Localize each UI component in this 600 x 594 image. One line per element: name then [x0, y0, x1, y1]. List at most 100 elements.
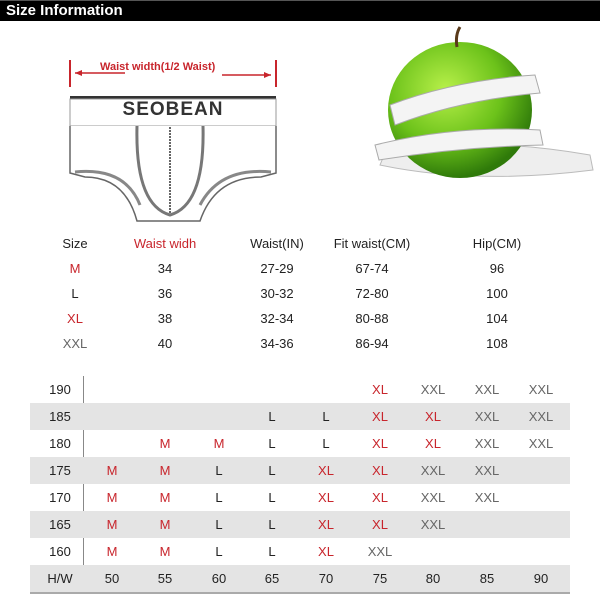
- height-label: 185: [49, 409, 71, 424]
- table-row: 185 L L XL XL XXL XXL: [30, 403, 570, 430]
- size-cell: XL: [372, 382, 388, 397]
- size-cell: L: [215, 463, 223, 478]
- size-cell: M: [159, 517, 171, 532]
- corner-label: H/W: [47, 571, 73, 586]
- header-bar: Size Information: [0, 0, 600, 21]
- size-cell: M: [159, 490, 171, 505]
- size-label: XL: [67, 311, 83, 326]
- weight-label: 55: [157, 571, 173, 586]
- size-cell: M: [159, 544, 171, 559]
- size-cell: L: [215, 490, 223, 505]
- size-cell: XXL: [474, 463, 500, 478]
- table-row: H/W 50 55 60 65 70 75 80 85 90: [30, 565, 570, 594]
- table-row: 160 M M L L XL XXL: [30, 538, 570, 565]
- size-label: L: [71, 286, 79, 301]
- size-cell: L: [268, 409, 276, 424]
- size-cell: XL: [372, 517, 388, 532]
- size-value: 108: [486, 336, 508, 351]
- size-cell: L: [268, 436, 276, 451]
- size-cell: M: [159, 436, 171, 451]
- size-cell: L: [268, 490, 276, 505]
- weight-label: 60: [211, 571, 227, 586]
- size-cell: XXL: [474, 490, 500, 505]
- size-cell: XL: [372, 409, 388, 424]
- height-label: 160: [49, 544, 71, 559]
- size-cell: XL: [372, 490, 388, 505]
- weight-label: 75: [372, 571, 388, 586]
- size-cell: XXL: [420, 517, 446, 532]
- size-cell: XL: [372, 436, 388, 451]
- size-cell: XL: [318, 517, 334, 532]
- size-value: 34-36: [260, 336, 294, 351]
- size-cell: L: [322, 436, 330, 451]
- col-header: Size: [62, 236, 88, 251]
- weight-label: 50: [104, 571, 120, 586]
- size-value: 27-29: [260, 261, 294, 276]
- size-cell: M: [106, 517, 118, 532]
- size-cell: XL: [318, 463, 334, 478]
- size-cell: XL: [425, 436, 441, 451]
- weight-label: 80: [425, 571, 441, 586]
- size-cell: XXL: [420, 490, 446, 505]
- height-label: 165: [49, 517, 71, 532]
- table-row: 165 M M L L XL XL XXL: [30, 511, 570, 538]
- weight-label: 85: [479, 571, 495, 586]
- size-cell: L: [268, 517, 276, 532]
- size-cell: L: [268, 463, 276, 478]
- size-cell: L: [322, 409, 330, 424]
- col-header: Waist widh: [133, 236, 197, 251]
- size-cell: XXL: [474, 409, 500, 424]
- col-header: Fit waist(CM): [333, 236, 411, 251]
- size-cell: XXL: [474, 436, 500, 451]
- size-cell: L: [268, 544, 276, 559]
- size-cell: XXL: [420, 382, 446, 397]
- size-cell: L: [215, 517, 223, 532]
- size-value: 72-80: [355, 286, 389, 301]
- size-value: 86-94: [355, 336, 389, 351]
- height-label: 170: [49, 490, 71, 505]
- waist-width-label: Waist width(1/2 Waist): [100, 61, 216, 73]
- weight-label: 65: [264, 571, 280, 586]
- underwear-diagram: [69, 60, 277, 222]
- size-cell: XXL: [367, 544, 393, 559]
- height-label: 190: [49, 382, 71, 397]
- size-cell: XL: [318, 544, 334, 559]
- table-row: 170 M M L L XL XL XXL XXL: [30, 484, 570, 511]
- size-value: 36: [157, 286, 173, 301]
- size-cell: M: [106, 544, 118, 559]
- size-cell: XXL: [528, 409, 554, 424]
- size-cell: XXL: [420, 463, 446, 478]
- size-cell: XL: [318, 490, 334, 505]
- height-label: 180: [49, 436, 71, 451]
- size-cell: XL: [425, 409, 441, 424]
- height-label: 175: [49, 463, 71, 478]
- size-value: 80-88: [355, 311, 389, 326]
- table-row: 175 M M L L XL XL XXL XXL: [30, 457, 570, 484]
- size-value: 34: [157, 261, 173, 276]
- size-value: 30-32: [260, 286, 294, 301]
- size-value: 40: [157, 336, 173, 351]
- size-cell: M: [106, 463, 118, 478]
- size-cell: XL: [372, 463, 388, 478]
- size-value: 32-34: [260, 311, 294, 326]
- size-label: XXL: [62, 336, 88, 351]
- size-value: 104: [486, 311, 508, 326]
- size-value: 100: [486, 286, 508, 301]
- table-row: 190 XL XXL XXL XXL: [30, 376, 570, 403]
- apple-tape-image: [374, 26, 594, 178]
- brand-logo: SEOBEAN: [122, 99, 224, 120]
- size-label: M: [69, 261, 81, 276]
- size-cell: M: [213, 436, 225, 451]
- table-row: 180 M M L L XL XL XXL XXL: [30, 430, 570, 457]
- size-cell: M: [106, 490, 118, 505]
- col-header: Hip(CM): [472, 236, 522, 251]
- size-cell: XXL: [528, 382, 554, 397]
- weight-label: 70: [318, 571, 334, 586]
- size-value: 96: [489, 261, 505, 276]
- header-title: Size Information: [6, 2, 123, 19]
- col-header: Waist(IN): [250, 236, 304, 251]
- size-value: 38: [157, 311, 173, 326]
- size-cell: M: [159, 463, 171, 478]
- size-cell: XXL: [528, 436, 554, 451]
- size-value: 67-74: [355, 261, 389, 276]
